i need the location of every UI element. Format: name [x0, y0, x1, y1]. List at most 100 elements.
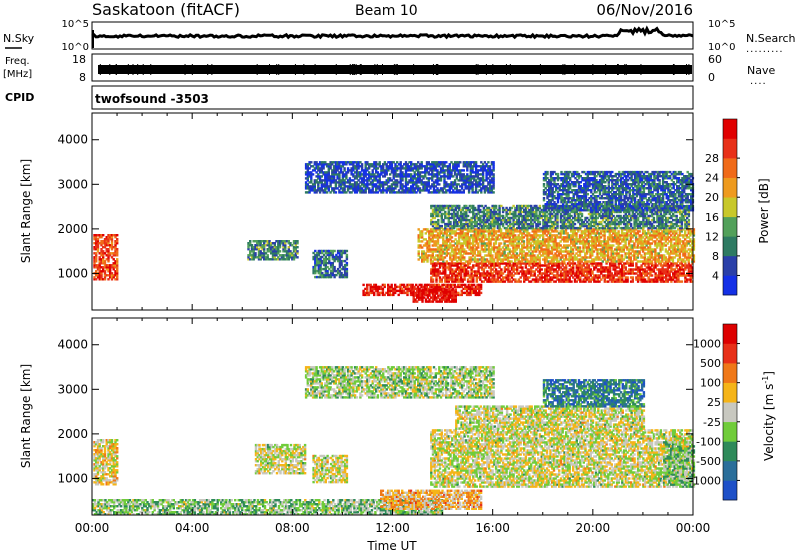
data-cell	[409, 287, 413, 291]
data-cell	[496, 250, 499, 253]
data-cell	[577, 276, 580, 279]
data-cell	[433, 212, 436, 216]
data-cell	[687, 228, 690, 231]
data-cell	[454, 268, 457, 271]
data-cell	[494, 216, 498, 220]
data-cell	[116, 254, 119, 257]
data-cell	[475, 254, 478, 257]
data-cell	[549, 236, 552, 239]
data-cell	[550, 236, 554, 239]
data-cell	[338, 273, 342, 277]
data-cell	[521, 258, 524, 261]
data-cell	[107, 238, 110, 241]
data-cell	[429, 254, 433, 257]
data-cell	[617, 278, 620, 281]
data-cell	[577, 240, 580, 243]
data-cell	[686, 266, 689, 269]
data-cell	[454, 224, 457, 228]
data-cell	[491, 238, 494, 241]
data-cell	[443, 230, 447, 233]
data-cell	[291, 258, 294, 261]
data-cell	[587, 278, 591, 281]
data-cell	[507, 274, 510, 277]
data-cell	[471, 248, 475, 251]
data-cell	[652, 280, 656, 283]
data-cell	[440, 232, 443, 235]
data-cell	[491, 246, 494, 249]
data-cell	[338, 253, 342, 257]
data-cell	[655, 254, 659, 257]
data-cell	[496, 246, 499, 249]
data-cell	[550, 258, 554, 261]
data-cell	[498, 274, 501, 277]
data-cell	[564, 230, 568, 233]
data-cell	[634, 250, 638, 253]
data-cell	[606, 236, 610, 239]
data-cell	[466, 262, 470, 265]
data-cell	[484, 258, 487, 261]
data-cell	[466, 270, 470, 273]
data-cell	[477, 206, 480, 210]
data-cell	[596, 254, 599, 257]
data-cell	[463, 232, 466, 235]
data-cell	[486, 218, 489, 222]
data-cell	[442, 242, 445, 245]
data-cell	[624, 280, 627, 283]
data-cell	[252, 254, 255, 257]
data-cell	[441, 283, 444, 287]
data-cell	[615, 250, 618, 253]
data-cell	[438, 226, 442, 230]
data-cell	[468, 252, 471, 255]
data-cell	[322, 267, 326, 271]
data-cell	[643, 258, 647, 261]
data-cell	[487, 222, 491, 226]
data-cell	[98, 278, 101, 281]
data-cell	[331, 261, 334, 265]
data-cell	[459, 250, 462, 253]
data-cell	[105, 266, 108, 269]
data-cell	[392, 293, 395, 297]
data-cell	[678, 252, 682, 255]
data-cell	[465, 204, 468, 208]
data-cell	[390, 283, 393, 287]
data-cell	[431, 252, 434, 255]
data-cell	[340, 249, 343, 253]
data-cell	[684, 254, 687, 257]
data-cell	[103, 252, 107, 255]
data-cell	[116, 266, 119, 269]
data-cell	[491, 206, 494, 210]
data-cell	[524, 266, 528, 269]
data-cell	[629, 238, 632, 241]
data-cell	[592, 238, 596, 241]
data-cell	[423, 290, 426, 293]
data-cell	[452, 296, 456, 299]
data-cell	[333, 259, 336, 263]
data-cell	[473, 260, 476, 263]
data-cell	[561, 254, 564, 257]
data-cell	[603, 266, 606, 269]
data-cell	[429, 240, 433, 243]
data-cell	[659, 250, 662, 253]
data-cell	[451, 268, 454, 271]
data-cell	[682, 252, 685, 255]
data-cell	[664, 244, 668, 247]
data-cell	[252, 246, 255, 249]
data-cell	[417, 294, 421, 297]
data-cell	[331, 251, 334, 255]
data-cell	[458, 272, 461, 275]
data-cell	[570, 256, 573, 259]
data-cell	[270, 258, 273, 261]
data-cell	[594, 244, 597, 247]
data-cell	[626, 278, 629, 281]
data-cell	[617, 272, 620, 275]
data-cell	[459, 228, 462, 231]
data-cell	[582, 264, 585, 267]
data-cell	[109, 236, 112, 239]
data-cell	[503, 280, 507, 283]
data-cell	[433, 230, 436, 233]
data-cell	[496, 278, 500, 281]
data-cell	[506, 258, 510, 261]
data-cell	[479, 291, 483, 295]
data-cell	[529, 244, 533, 247]
data-cell	[454, 246, 457, 249]
